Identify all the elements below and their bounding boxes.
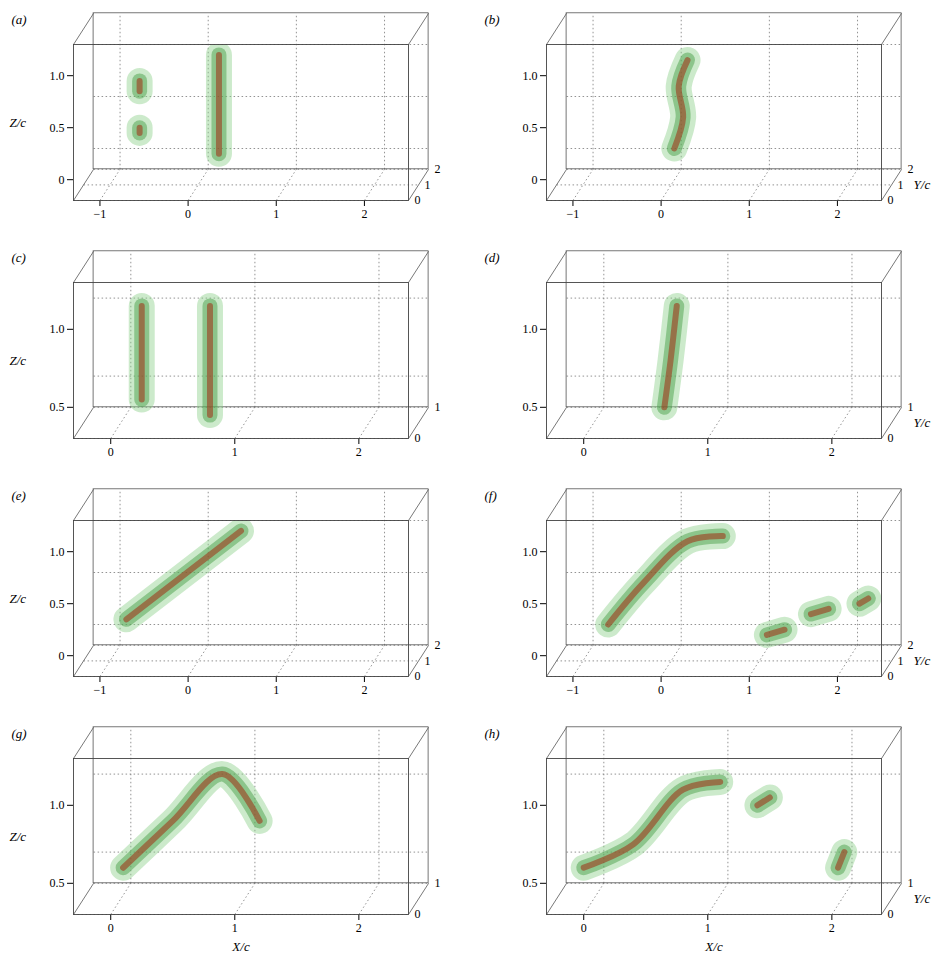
svg-text:2: 2 xyxy=(829,921,835,935)
svg-text:0: 0 xyxy=(532,173,538,187)
svg-text:(c): (c) xyxy=(12,250,26,265)
svg-text:0: 0 xyxy=(888,431,894,445)
svg-text:2: 2 xyxy=(435,162,441,176)
svg-text:−1: −1 xyxy=(94,207,107,221)
svg-text:(d): (d) xyxy=(485,250,500,265)
svg-text:1.0: 1.0 xyxy=(50,69,65,83)
svg-text:1: 1 xyxy=(705,445,711,459)
svg-text:0.5: 0.5 xyxy=(50,121,65,135)
svg-text:1: 1 xyxy=(232,445,238,459)
svg-text:(f): (f) xyxy=(485,488,497,503)
svg-text:1: 1 xyxy=(232,921,238,935)
svg-text:−1: −1 xyxy=(567,207,580,221)
svg-text:2: 2 xyxy=(834,207,840,221)
svg-text:1: 1 xyxy=(435,876,441,890)
svg-text:(a): (a) xyxy=(12,12,27,27)
svg-text:Y/c: Y/c xyxy=(914,653,931,668)
svg-text:(h): (h) xyxy=(485,726,500,741)
svg-text:2: 2 xyxy=(908,162,914,176)
svg-text:0.5: 0.5 xyxy=(523,121,538,135)
svg-text:0: 0 xyxy=(415,669,421,683)
svg-text:(g): (g) xyxy=(12,726,27,741)
svg-text:2: 2 xyxy=(356,445,362,459)
svg-text:1.0: 1.0 xyxy=(50,322,65,336)
svg-text:1: 1 xyxy=(425,178,431,192)
svg-text:0: 0 xyxy=(185,683,191,697)
svg-text:0: 0 xyxy=(415,907,421,921)
svg-text:0: 0 xyxy=(581,445,587,459)
svg-text:0: 0 xyxy=(658,207,664,221)
svg-text:Y/c: Y/c xyxy=(914,891,931,906)
svg-text:0: 0 xyxy=(658,683,664,697)
svg-text:2: 2 xyxy=(908,638,914,652)
svg-text:0.5: 0.5 xyxy=(50,597,65,611)
svg-text:2: 2 xyxy=(361,683,367,697)
svg-text:Z/c: Z/c xyxy=(10,353,27,368)
svg-text:1.0: 1.0 xyxy=(523,322,538,336)
svg-text:Y/c: Y/c xyxy=(914,177,931,192)
svg-text:1: 1 xyxy=(898,654,904,668)
svg-text:2: 2 xyxy=(435,638,441,652)
svg-text:0.5: 0.5 xyxy=(523,876,538,890)
svg-text:1: 1 xyxy=(746,683,752,697)
svg-text:0: 0 xyxy=(888,907,894,921)
svg-text:0: 0 xyxy=(59,173,65,187)
svg-text:1.0: 1.0 xyxy=(523,798,538,812)
svg-text:0: 0 xyxy=(185,207,191,221)
svg-text:1.0: 1.0 xyxy=(523,69,538,83)
svg-text:1: 1 xyxy=(908,876,914,890)
svg-text:Z/c: Z/c xyxy=(10,829,27,844)
svg-text:2: 2 xyxy=(829,445,835,459)
svg-text:2: 2 xyxy=(361,207,367,221)
svg-text:0: 0 xyxy=(532,649,538,663)
svg-text:1: 1 xyxy=(908,400,914,414)
svg-text:1.0: 1.0 xyxy=(50,545,65,559)
svg-text:1: 1 xyxy=(898,178,904,192)
svg-text:Z/c: Z/c xyxy=(10,115,27,130)
svg-text:−1: −1 xyxy=(567,683,580,697)
svg-text:Y/c: Y/c xyxy=(914,415,931,430)
svg-text:0.5: 0.5 xyxy=(523,597,538,611)
svg-text:1: 1 xyxy=(273,683,279,697)
svg-text:(e): (e) xyxy=(12,488,26,503)
svg-text:1: 1 xyxy=(746,207,752,221)
svg-text:1: 1 xyxy=(435,400,441,414)
svg-text:(b): (b) xyxy=(485,12,500,27)
svg-text:0: 0 xyxy=(59,649,65,663)
svg-text:Z/c: Z/c xyxy=(10,591,27,606)
svg-text:0: 0 xyxy=(108,921,114,935)
svg-text:0.5: 0.5 xyxy=(50,876,65,890)
svg-text:0: 0 xyxy=(108,445,114,459)
svg-text:0.5: 0.5 xyxy=(523,400,538,414)
svg-text:2: 2 xyxy=(834,683,840,697)
svg-text:1: 1 xyxy=(705,921,711,935)
svg-text:1.0: 1.0 xyxy=(50,798,65,812)
svg-text:2: 2 xyxy=(356,921,362,935)
svg-text:0: 0 xyxy=(888,193,894,207)
svg-text:1: 1 xyxy=(273,207,279,221)
svg-text:0.5: 0.5 xyxy=(50,400,65,414)
svg-text:0: 0 xyxy=(888,669,894,683)
svg-text:0: 0 xyxy=(415,431,421,445)
svg-text:0: 0 xyxy=(581,921,587,935)
svg-text:X/c: X/c xyxy=(231,939,250,954)
svg-text:0: 0 xyxy=(415,193,421,207)
svg-text:1.0: 1.0 xyxy=(523,545,538,559)
svg-text:−1: −1 xyxy=(94,683,107,697)
svg-text:1: 1 xyxy=(425,654,431,668)
svg-text:X/c: X/c xyxy=(704,939,723,954)
